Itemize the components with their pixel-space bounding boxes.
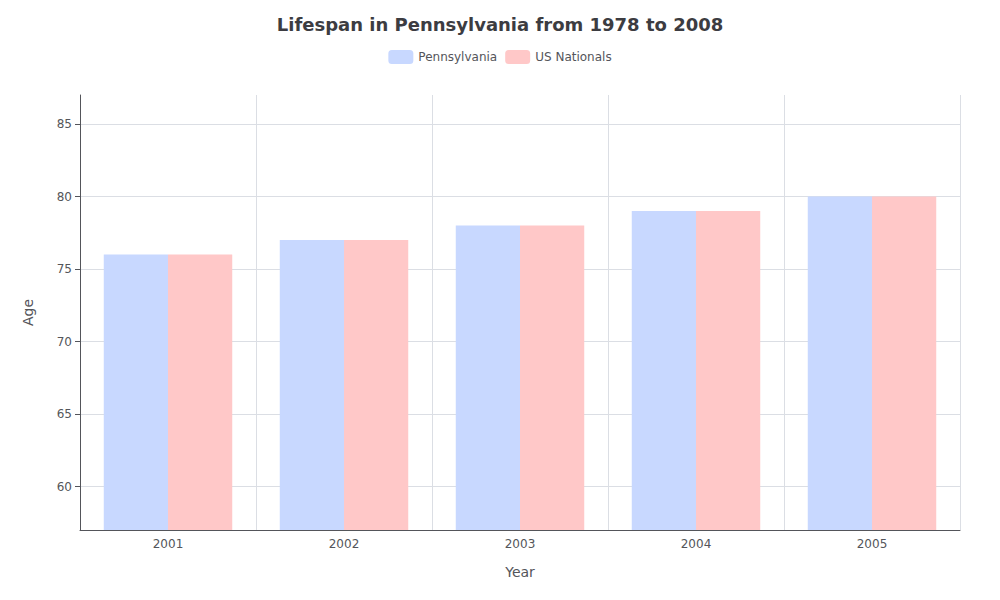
svg-text:Lifespan in Pennsylvania from: Lifespan in Pennsylvania from 1978 to 20… — [277, 14, 723, 35]
svg-text:65: 65 — [57, 407, 72, 421]
svg-text:2003: 2003 — [505, 537, 536, 551]
svg-text:80: 80 — [57, 190, 72, 204]
svg-text:2001: 2001 — [153, 537, 184, 551]
svg-text:2004: 2004 — [681, 537, 712, 551]
svg-text:70: 70 — [57, 335, 72, 349]
svg-text:Pennsylvania: Pennsylvania — [418, 50, 497, 64]
svg-text:60: 60 — [57, 480, 72, 494]
svg-text:Year: Year — [504, 564, 535, 580]
svg-text:2005: 2005 — [857, 537, 888, 551]
svg-text:75: 75 — [57, 262, 72, 276]
svg-text:2002: 2002 — [329, 537, 360, 551]
svg-text:85: 85 — [57, 117, 72, 131]
svg-text:Age: Age — [20, 299, 36, 326]
svg-text:US Nationals: US Nationals — [535, 50, 611, 64]
